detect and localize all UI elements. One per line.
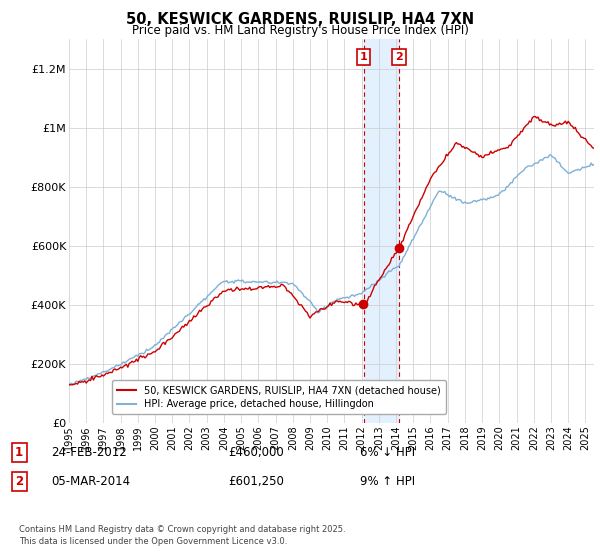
Text: 24-FEB-2012: 24-FEB-2012 <box>51 446 127 459</box>
Text: Price paid vs. HM Land Registry's House Price Index (HPI): Price paid vs. HM Land Registry's House … <box>131 24 469 36</box>
Text: 2: 2 <box>15 475 23 488</box>
Text: 50, KESWICK GARDENS, RUISLIP, HA4 7XN: 50, KESWICK GARDENS, RUISLIP, HA4 7XN <box>126 12 474 27</box>
Legend: 50, KESWICK GARDENS, RUISLIP, HA4 7XN (detached house), HPI: Average price, deta: 50, KESWICK GARDENS, RUISLIP, HA4 7XN (d… <box>112 380 446 414</box>
Text: 6% ↓ HPI: 6% ↓ HPI <box>360 446 415 459</box>
Bar <box>364 39 399 423</box>
Text: £601,250: £601,250 <box>228 475 284 488</box>
Text: £460,000: £460,000 <box>228 446 284 459</box>
Text: Contains HM Land Registry data © Crown copyright and database right 2025.
This d: Contains HM Land Registry data © Crown c… <box>19 525 346 546</box>
Text: 05-MAR-2014: 05-MAR-2014 <box>51 475 130 488</box>
Text: 1: 1 <box>15 446 23 459</box>
Text: 2: 2 <box>395 52 403 62</box>
Text: 9% ↑ HPI: 9% ↑ HPI <box>360 475 415 488</box>
Text: 1: 1 <box>360 52 368 62</box>
